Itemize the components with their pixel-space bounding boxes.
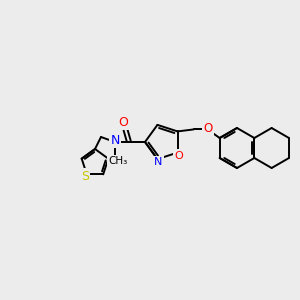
Text: CH₃: CH₃ [108,156,128,166]
Text: O: O [174,151,183,160]
Text: O: O [203,122,212,135]
Text: N: N [154,157,163,167]
Text: S: S [81,170,89,183]
Text: N: N [110,134,120,146]
Text: O: O [118,116,128,128]
